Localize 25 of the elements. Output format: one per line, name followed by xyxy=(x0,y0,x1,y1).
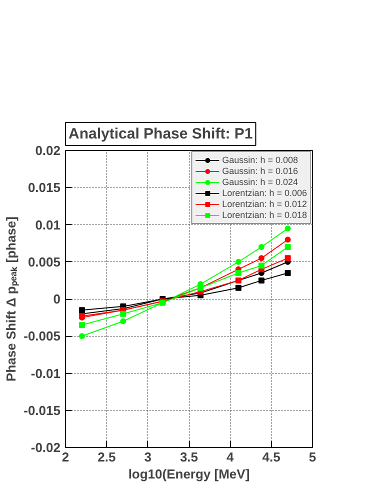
x-tick-label: 2.5 xyxy=(98,450,116,464)
y-tick-label: -0.01 xyxy=(30,366,61,381)
y-tick-label: 0.01 xyxy=(35,217,61,232)
x-tick-label: 4 xyxy=(226,450,235,464)
x-tick-label: 3.5 xyxy=(180,450,198,464)
y-tick-label: 0.02 xyxy=(35,143,61,158)
y-tick-label: -0.02 xyxy=(30,440,61,455)
y-axis-title: Phase Shift Δ pₚₑₐₖ [phase] xyxy=(4,216,20,382)
legend-label: Gaussin: h = 0.008 xyxy=(222,155,298,165)
legend-label: Lorentzian: h = 0.012 xyxy=(222,199,307,209)
y-tick-label: 0 xyxy=(53,292,61,306)
x-tick-label: 3 xyxy=(144,450,152,464)
y-tick-label: -0.015 xyxy=(24,402,61,418)
y-tick-label: 0.005 xyxy=(28,254,61,270)
legend-label: Gaussin: h = 0.016 xyxy=(222,166,298,176)
legend-label: Lorentzian: h = 0.018 xyxy=(222,210,307,220)
chart-title: Analytical Phase Shift: P1 xyxy=(68,126,253,142)
y-tick-label: 0.015 xyxy=(28,180,61,196)
y-tick-label: -0.005 xyxy=(24,328,61,344)
legend-label: Gaussin: h = 0.024 xyxy=(222,177,298,187)
x-axis-title: log10(Energy [MeV] xyxy=(128,466,250,482)
legend-label: Lorentzian: h = 0.006 xyxy=(222,188,307,198)
x-tick-label: 4.5 xyxy=(262,450,280,464)
x-tick-label: 2 xyxy=(62,450,70,464)
x-tick-label: 5 xyxy=(308,450,316,464)
